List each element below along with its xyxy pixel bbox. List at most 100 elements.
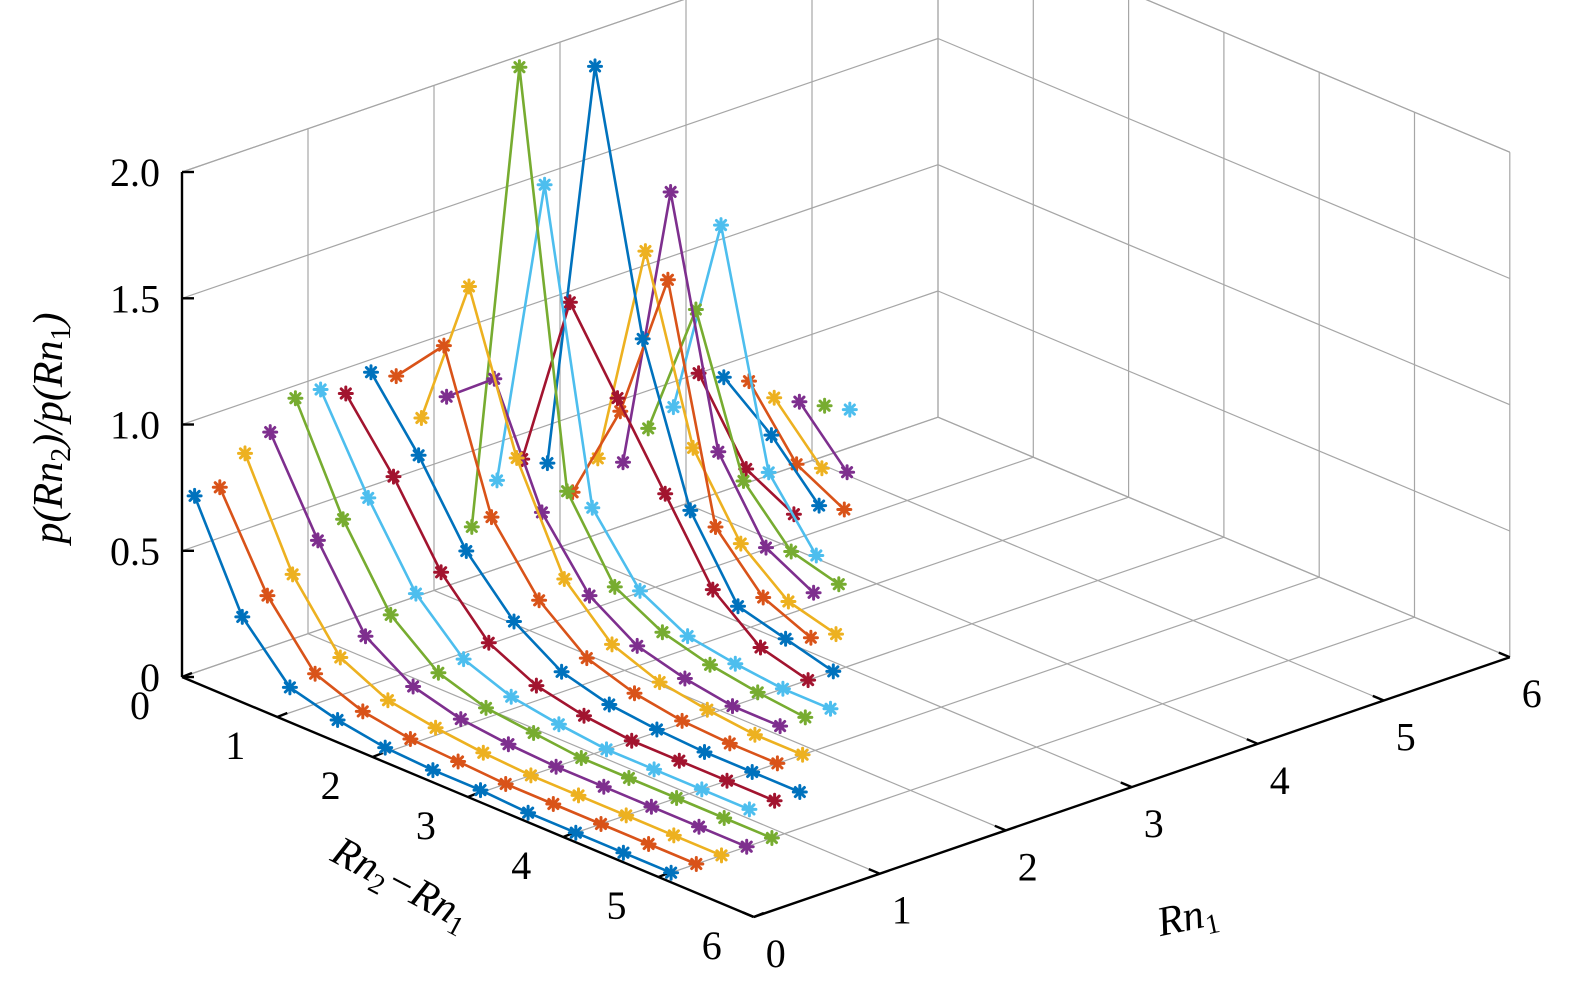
data-series [186, 58, 858, 881]
data-point-marker [615, 844, 632, 861]
data-point-marker [531, 592, 548, 609]
data-point-marker [405, 678, 422, 695]
floor-gridline-y [307, 633, 881, 875]
data-point-marker [539, 455, 556, 472]
data-point-marker [662, 184, 679, 200]
side-wall-gridline-horizontal [937, 164, 1511, 406]
x-tick-label: 5 [607, 883, 627, 928]
data-point-marker [746, 726, 763, 743]
data-point-marker [548, 758, 565, 775]
data-point-marker [604, 636, 620, 653]
data-point-marker [682, 502, 699, 519]
data-point-marker [211, 479, 228, 496]
series-16 [589, 243, 844, 643]
data-point-marker [559, 483, 576, 500]
data-point-marker [688, 856, 705, 872]
y-tick-label: 3 [1144, 801, 1164, 846]
data-point-marker [732, 535, 749, 552]
back-wall-gridline-horizontal [181, 37, 939, 299]
data-point-marker [567, 824, 584, 841]
y-tick-label: 0 [766, 931, 786, 976]
data-point-marker [766, 389, 783, 406]
data-point-marker [461, 278, 477, 295]
data-point-marker [618, 807, 635, 824]
data-point-marker [634, 330, 651, 347]
data-point-marker [578, 650, 595, 667]
data-point-marker [536, 176, 553, 193]
data-point-marker [522, 767, 539, 784]
series-9 [413, 278, 811, 763]
data-point-marker [794, 746, 811, 763]
x-tick-label: 3 [416, 803, 436, 848]
series-line [773, 396, 823, 469]
series-3 [262, 424, 755, 855]
side-wall-gridline-horizontal [937, 37, 1511, 280]
data-point-marker [329, 712, 346, 728]
series-line [596, 250, 837, 636]
data-point-marker [663, 864, 680, 881]
y-tick-label: 2 [1018, 844, 1038, 889]
data-point-marker [309, 532, 326, 549]
data-point-marker [623, 732, 640, 749]
z-tick-label: 2.0 [110, 150, 160, 195]
data-point-marker [234, 608, 251, 625]
data-point-marker [433, 564, 450, 581]
y-tick-mark [742, 911, 755, 919]
data-point-marker [749, 684, 766, 701]
x-tick-label: 0 [130, 683, 150, 728]
data-point-marker [598, 741, 615, 758]
data-point-marker [640, 836, 657, 852]
data-point-marker [337, 385, 354, 402]
data-point-marker [550, 716, 567, 733]
axis-lines [180, 170, 1511, 919]
data-point-marker [525, 725, 542, 741]
data-point-marker [385, 468, 402, 485]
y-tick-label: 4 [1270, 758, 1290, 803]
data-point-marker [721, 735, 738, 752]
data-point-marker [738, 461, 755, 477]
data-point-marker [284, 566, 301, 583]
y-tick-mark [1246, 738, 1259, 745]
side-wall-gridline-horizontal [937, 416, 1511, 658]
data-point-marker [307, 665, 324, 682]
series-line [571, 274, 812, 639]
data-point-marker [657, 485, 674, 502]
series-line [798, 400, 849, 473]
z-axis-title: p(Rn2)/p(Rn1) [26, 313, 77, 547]
floor-gridline-y [433, 589, 1007, 831]
box-edge-top [181, 0, 685, 173]
data-point-marker [696, 744, 713, 760]
x-axis-title: Rn2−Rn1 [321, 828, 478, 944]
data-point-marker [668, 790, 685, 806]
data-point-marker [259, 587, 276, 604]
data-point-marker [716, 810, 733, 826]
x-tick-label: 1 [225, 723, 245, 768]
data-point-marker [665, 399, 682, 416]
x-tick-label: 4 [511, 843, 531, 888]
data-point-marker [648, 721, 665, 738]
floor-gridline-y [685, 503, 1259, 745]
data-point-marker [707, 519, 724, 535]
data-point-marker [388, 368, 405, 385]
data-point-marker [704, 581, 721, 598]
data-point-marker [458, 543, 475, 559]
x-tick-label: 2 [321, 763, 341, 808]
y-tick-mark [1372, 694, 1385, 702]
data-point-marker [744, 764, 761, 780]
data-point-marker [741, 801, 758, 818]
data-point-marker [609, 390, 626, 407]
data-point-marker [693, 781, 710, 798]
data-point-marker [478, 699, 494, 716]
x-tick-mark [276, 711, 288, 719]
data-point-marker [836, 501, 853, 518]
series-6 [337, 385, 783, 809]
data-point-marker [665, 827, 682, 844]
data-point-marker [730, 598, 746, 615]
data-point-marker [438, 388, 455, 405]
data-point-marker [528, 677, 545, 694]
data-point-marker [839, 464, 856, 481]
data-point-marker [595, 778, 612, 795]
data-point-marker [335, 511, 352, 528]
data-point-marker [813, 460, 830, 477]
